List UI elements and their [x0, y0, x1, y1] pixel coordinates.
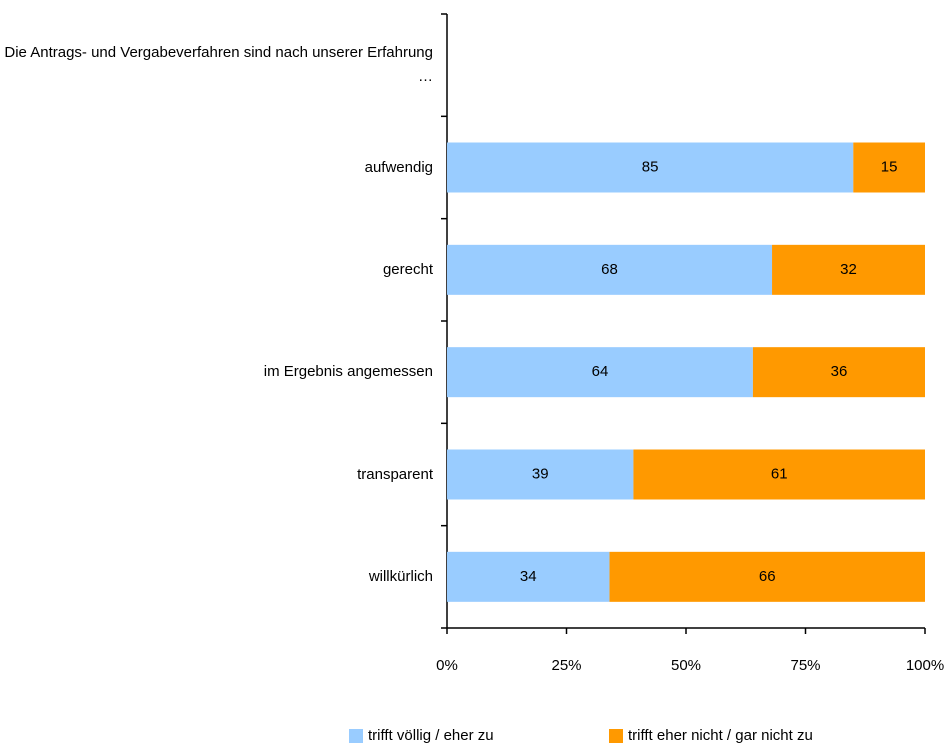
- x-tick-label: 25%: [551, 657, 581, 674]
- data-label: 32: [840, 261, 857, 278]
- data-label: 36: [831, 363, 848, 380]
- legend-label: trifft eher nicht / gar nicht zu: [628, 727, 813, 744]
- data-label: 15: [881, 158, 898, 175]
- category-label: gerecht: [382, 260, 433, 278]
- data-label: 39: [532, 465, 549, 482]
- data-label: 64: [592, 363, 609, 380]
- bar-segment: [752, 347, 925, 398]
- bar-segment: [633, 449, 925, 500]
- x-tick-label: 100%: [906, 657, 944, 674]
- bar-segment: [853, 142, 925, 193]
- x-tick-label: 0%: [436, 657, 458, 674]
- data-label: 61: [771, 465, 788, 482]
- bar-segment: [447, 142, 854, 193]
- category-label: aufwendig: [364, 158, 433, 176]
- legend-swatch: [349, 729, 363, 743]
- category-label: im Ergebnis angemessen: [263, 363, 433, 381]
- category-label: willkürlich: [368, 567, 433, 585]
- x-tick-label: 50%: [671, 657, 701, 674]
- data-label: 34: [520, 568, 537, 585]
- bar-segment: [447, 347, 753, 398]
- legend-swatch: [609, 729, 623, 743]
- legend-label: trifft völlig / eher zu: [368, 727, 494, 744]
- bar-segment: [447, 449, 634, 500]
- data-label: 85: [642, 158, 659, 175]
- category-label: Die Antrags- und Vergabeverfahren sind n…: [4, 44, 433, 86]
- category-label: transparent: [357, 465, 433, 483]
- data-label: 66: [759, 568, 776, 585]
- bar-segment: [447, 244, 773, 295]
- bar-segment: [447, 551, 610, 602]
- bar-segment: [772, 244, 925, 295]
- x-tick-label: 75%: [790, 657, 820, 674]
- bar-segment: [609, 551, 925, 602]
- data-label: 68: [601, 261, 618, 278]
